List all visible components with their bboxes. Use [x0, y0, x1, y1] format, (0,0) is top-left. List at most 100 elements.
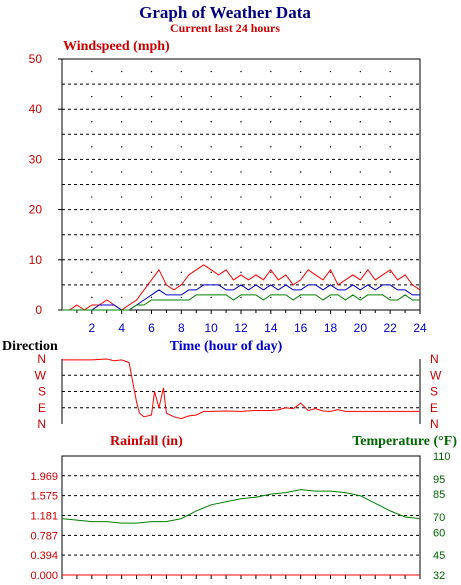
wind-grid-dot — [120, 196, 123, 198]
wind-grid-dot — [389, 296, 391, 299]
chart-title: Graph of Weather Data — [139, 3, 311, 22]
wind-grid-dot — [299, 296, 302, 299]
direction-y-label-right: N — [430, 352, 439, 366]
wind-grid-dot — [299, 196, 302, 198]
wind-grid-dot — [180, 246, 183, 248]
wind-grid-dot — [150, 246, 153, 248]
wind-grid-dot — [299, 121, 302, 123]
chart-subtitle: Current last 24 hours — [170, 21, 280, 35]
wind-grid-dot — [210, 70, 212, 73]
wind-grid-dot — [299, 171, 302, 173]
temp-y-tick-label: 85 — [433, 489, 445, 501]
wind-grid-dot — [359, 121, 362, 123]
wind-grid-dot — [270, 146, 272, 148]
temp-y-tick-label: 110 — [433, 451, 451, 463]
wind-grid-dot — [210, 171, 212, 173]
wind-ylabel: Windspeed (mph) — [63, 39, 170, 54]
wind-grid-dot — [150, 196, 153, 198]
wind-grid-dot — [389, 121, 391, 123]
wind-grid-dot — [359, 246, 362, 248]
wind-grid-dot — [329, 121, 332, 123]
wind-x-tick-label: 10 — [204, 321, 218, 335]
wind-grid-dot — [329, 146, 332, 148]
wind-grid-dot — [299, 70, 302, 73]
wind-grid-dot — [389, 146, 391, 148]
wind-grid-dot — [120, 296, 123, 299]
wind-grid-dot — [180, 171, 183, 173]
rain-y-tick-label: 1.181 — [30, 511, 58, 523]
wind-grid-dot — [329, 296, 332, 299]
direction-y-label-left: E — [38, 401, 46, 415]
direction-y-label-right: N — [430, 417, 439, 431]
wind-grid-dot — [240, 221, 242, 223]
wind-grid-dot — [91, 246, 93, 248]
wind-y-tick-label: 50 — [29, 52, 43, 66]
wind-x-tick-label: 22 — [383, 321, 397, 335]
wind-grid-dot — [150, 121, 153, 123]
wind-grid-dot — [329, 95, 332, 98]
wind-grid-dot — [270, 95, 272, 98]
rain-y-tick-label: 1.575 — [30, 491, 58, 503]
wind-grid-dot — [120, 121, 123, 123]
temp-series — [61, 489, 421, 524]
wind-x-tick-label: 2 — [88, 321, 95, 335]
rain-y-tick-label: 0.394 — [30, 550, 58, 562]
temp-y-tick-label: 32 — [433, 570, 445, 582]
direction-y-label-right: E — [430, 401, 438, 415]
wind-grid-dot — [91, 196, 93, 198]
direction-y-label-left: N — [37, 352, 46, 366]
wind-grid-dot — [299, 95, 302, 98]
temp-y-tick-label: 70 — [433, 512, 445, 524]
wind-grid-dot — [359, 196, 362, 198]
wind-grid-dot — [270, 296, 272, 299]
direction-series — [62, 358, 420, 420]
wind-grid-dot — [210, 221, 212, 223]
rain-temp-panel: 0.000 0.394 0.787 1.181 1.575 1.969 32 45 60 70 85… — [30, 451, 450, 582]
direction-y-label-right: S — [430, 385, 438, 399]
wind-y-tick-label: 10 — [29, 253, 43, 267]
wind-grid-dot — [359, 70, 362, 73]
wind-grid-dot — [150, 271, 153, 274]
wind-grid-dot — [180, 95, 183, 98]
temp-label: Temperature (°F) — [352, 434, 457, 449]
wind-x-tick-label: 12 — [234, 321, 248, 335]
wind-grid-dot — [150, 221, 153, 223]
wind-x-tick-label: 6 — [148, 321, 155, 335]
temp-y-tick-label: 95 — [433, 474, 445, 486]
wind-grid-dot — [389, 95, 391, 98]
wind-grid-dot — [240, 121, 242, 123]
wind-grid-dot — [91, 271, 93, 274]
wind-grid-dot — [150, 171, 153, 173]
wind-grid-dot — [389, 171, 391, 173]
wind-grid-dot — [299, 146, 302, 148]
wind-xlabel: Time (hour of day) — [170, 339, 283, 354]
wind-grid-dot — [329, 271, 332, 274]
wind-grid-dot — [389, 70, 391, 73]
direction-y-label-left: N — [37, 417, 46, 431]
wind-grid-dot — [91, 70, 93, 73]
wind-grid-dot — [91, 296, 93, 299]
wind-grid-dot — [359, 146, 362, 148]
wind-grid-dot — [180, 296, 183, 299]
wind-grid-dot — [180, 221, 183, 223]
wind-grid-dot — [359, 271, 362, 274]
rain-y-tick-label: 0.000 — [30, 570, 58, 582]
direction-y-label-left: S — [38, 385, 46, 399]
wind-grid-dot — [299, 271, 302, 274]
wind-grid-dot — [91, 95, 93, 98]
wind-y-tick-label: 30 — [29, 152, 43, 166]
direction-y-label-left: W — [35, 368, 47, 382]
direction-y-label-right: W — [430, 368, 442, 382]
wind-grid-dot — [91, 146, 93, 148]
wind-grid-dot — [180, 146, 183, 148]
wind-grid-dot — [389, 196, 391, 198]
wind-grid-dot — [359, 171, 362, 173]
wind-grid-dot — [150, 70, 153, 73]
wind-grid-dot — [150, 146, 153, 148]
wind-grid-dot — [120, 246, 123, 248]
wind-grid-dot — [329, 221, 332, 223]
temp-y-tick-label: 60 — [433, 527, 445, 539]
wind-grid-dot — [180, 271, 183, 274]
